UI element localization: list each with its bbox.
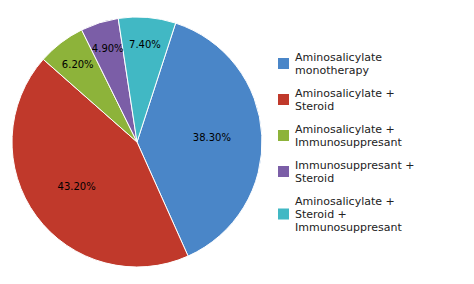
legend-label-line: Steroid + — [295, 208, 347, 221]
legend-item: Aminosalicylatemonotherapy — [278, 51, 382, 77]
legend-label-line: Aminosalicylate + — [295, 123, 395, 136]
legend-item: Aminosalicylate +Steroid +Immunosuppresa… — [278, 195, 403, 234]
legend-label-line: monotherapy — [295, 64, 369, 77]
legend-label: Immunosuppresant +Steroid — [295, 159, 415, 185]
legend-item: Aminosalicylate +Steroid — [278, 87, 395, 113]
legend-label-line: Steroid — [295, 100, 334, 113]
legend-swatch — [278, 58, 289, 69]
data-label: 4.90% — [92, 43, 124, 54]
data-label: 43.20% — [58, 181, 96, 192]
legend-label-line: Aminosalicylate + — [295, 87, 395, 100]
legend-label-line: Aminosalicylate + — [295, 195, 395, 208]
legend-label: Aminosalicylate +Steroid — [295, 87, 395, 113]
legend-label: Aminosalicylate +Steroid +Immunosuppresa… — [295, 195, 403, 234]
legend-label-line: Immunosuppresant + — [295, 159, 415, 172]
legend: AminosalicylatemonotherapyAminosalicylat… — [278, 51, 415, 234]
chart: 38.30% 43.20% 6.20% 4.90% 7.40% Aminosalicyla… — [0, 0, 474, 284]
legend-item: Aminosalicylate +Immunosuppresant — [278, 123, 403, 149]
legend-swatch — [278, 94, 289, 105]
legend-label-line: Immunosuppresant — [295, 136, 403, 149]
data-labels: 38.30% 43.20% 6.20% 4.90% 7.40% — [58, 39, 231, 192]
legend-label: Aminosalicylate +Immunosuppresant — [295, 123, 403, 149]
legend-label-line: Steroid — [295, 172, 334, 185]
pie-slice — [118, 17, 175, 142]
legend-label-line: Aminosalicylate — [295, 51, 382, 64]
legend-swatch — [278, 209, 289, 220]
legend-swatch — [278, 130, 289, 141]
data-label: 38.30% — [193, 132, 231, 143]
data-label: 7.40% — [129, 39, 161, 50]
pie — [12, 17, 262, 267]
legend-label-line: Immunosuppresant — [295, 221, 403, 234]
data-label: 6.20% — [62, 59, 94, 70]
legend-item: Immunosuppresant +Steroid — [278, 159, 415, 185]
legend-swatch — [278, 166, 289, 177]
legend-label: Aminosalicylatemonotherapy — [295, 51, 382, 77]
